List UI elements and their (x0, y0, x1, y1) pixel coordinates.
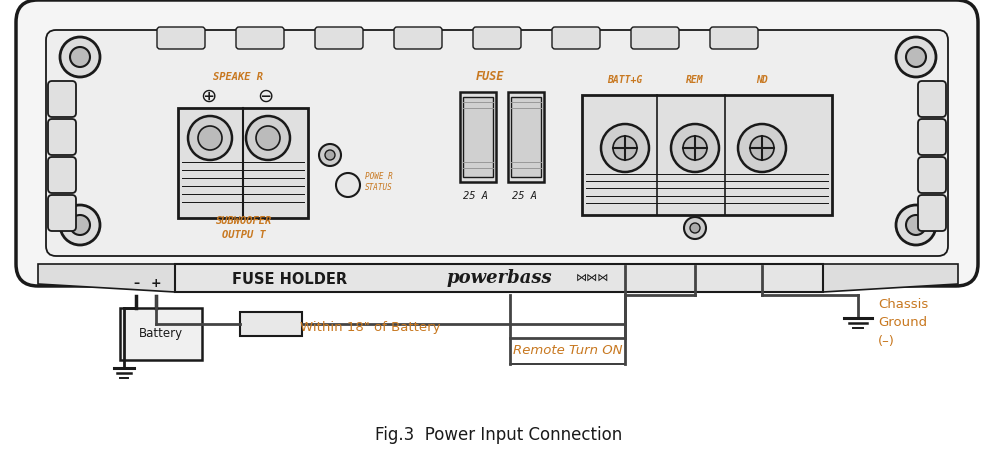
Text: –: – (133, 277, 139, 290)
Circle shape (671, 124, 719, 172)
Circle shape (336, 173, 360, 197)
FancyBboxPatch shape (48, 119, 76, 155)
Text: ⊖: ⊖ (256, 87, 273, 106)
Text: FUSE: FUSE (476, 70, 504, 83)
Circle shape (690, 223, 700, 233)
FancyBboxPatch shape (631, 27, 679, 49)
Circle shape (256, 126, 280, 150)
Bar (508, 92, 544, 182)
FancyBboxPatch shape (48, 81, 76, 117)
Text: Chassis
Ground
(–): Chassis Ground (–) (878, 299, 928, 348)
Circle shape (319, 144, 341, 166)
Polygon shape (823, 264, 958, 292)
FancyBboxPatch shape (918, 119, 946, 155)
Circle shape (683, 136, 707, 160)
Circle shape (906, 215, 926, 235)
Text: Fig.3  Power Input Connection: Fig.3 Power Input Connection (375, 426, 623, 444)
FancyBboxPatch shape (394, 27, 442, 49)
Bar (463, 97, 493, 177)
Bar (178, 108, 308, 218)
FancyBboxPatch shape (48, 195, 76, 231)
Circle shape (70, 47, 90, 67)
FancyBboxPatch shape (48, 157, 76, 193)
Bar (240, 312, 302, 336)
Circle shape (896, 205, 936, 245)
Text: FUSE HOLDER: FUSE HOLDER (233, 273, 347, 288)
Circle shape (906, 47, 926, 67)
Text: powerbass: powerbass (446, 269, 552, 287)
Bar (460, 92, 496, 182)
FancyBboxPatch shape (552, 27, 600, 49)
FancyBboxPatch shape (918, 81, 946, 117)
Circle shape (70, 215, 90, 235)
Text: Within 18" of Battery: Within 18" of Battery (299, 321, 440, 334)
Text: 25 A: 25 A (463, 191, 488, 201)
FancyBboxPatch shape (236, 27, 284, 49)
Text: BATT+G: BATT+G (608, 75, 643, 85)
Bar (582, 95, 832, 215)
Text: REM: REM (687, 75, 704, 85)
Circle shape (601, 124, 649, 172)
Text: Battery: Battery (139, 327, 183, 340)
Circle shape (246, 116, 290, 160)
FancyBboxPatch shape (157, 27, 205, 49)
Bar (511, 97, 541, 177)
Text: ⋈⋈⋈: ⋈⋈⋈ (575, 273, 609, 283)
Circle shape (60, 37, 100, 77)
Circle shape (325, 150, 335, 160)
FancyBboxPatch shape (315, 27, 363, 49)
Bar (175, 264, 823, 292)
FancyBboxPatch shape (46, 30, 948, 256)
Text: SUBWOOFER
OUTPU T: SUBWOOFER OUTPU T (216, 216, 272, 240)
Text: POWE R
STATUS: POWE R STATUS (365, 172, 393, 193)
Circle shape (198, 126, 222, 150)
Bar (120, 308, 202, 360)
FancyBboxPatch shape (710, 27, 758, 49)
Circle shape (613, 136, 637, 160)
FancyBboxPatch shape (918, 157, 946, 193)
Text: ⊕: ⊕ (200, 87, 217, 106)
Circle shape (684, 217, 706, 239)
Circle shape (60, 205, 100, 245)
Circle shape (738, 124, 786, 172)
Circle shape (750, 136, 774, 160)
FancyBboxPatch shape (918, 195, 946, 231)
Text: ND: ND (756, 75, 767, 85)
Circle shape (188, 116, 232, 160)
Text: 25 A: 25 A (513, 191, 538, 201)
FancyBboxPatch shape (16, 0, 978, 286)
Text: Remote Turn ON: Remote Turn ON (513, 344, 623, 357)
Polygon shape (38, 264, 175, 292)
Text: +: + (151, 277, 162, 290)
Circle shape (896, 37, 936, 77)
FancyBboxPatch shape (473, 27, 521, 49)
Text: SPEAKE R: SPEAKE R (213, 72, 263, 82)
